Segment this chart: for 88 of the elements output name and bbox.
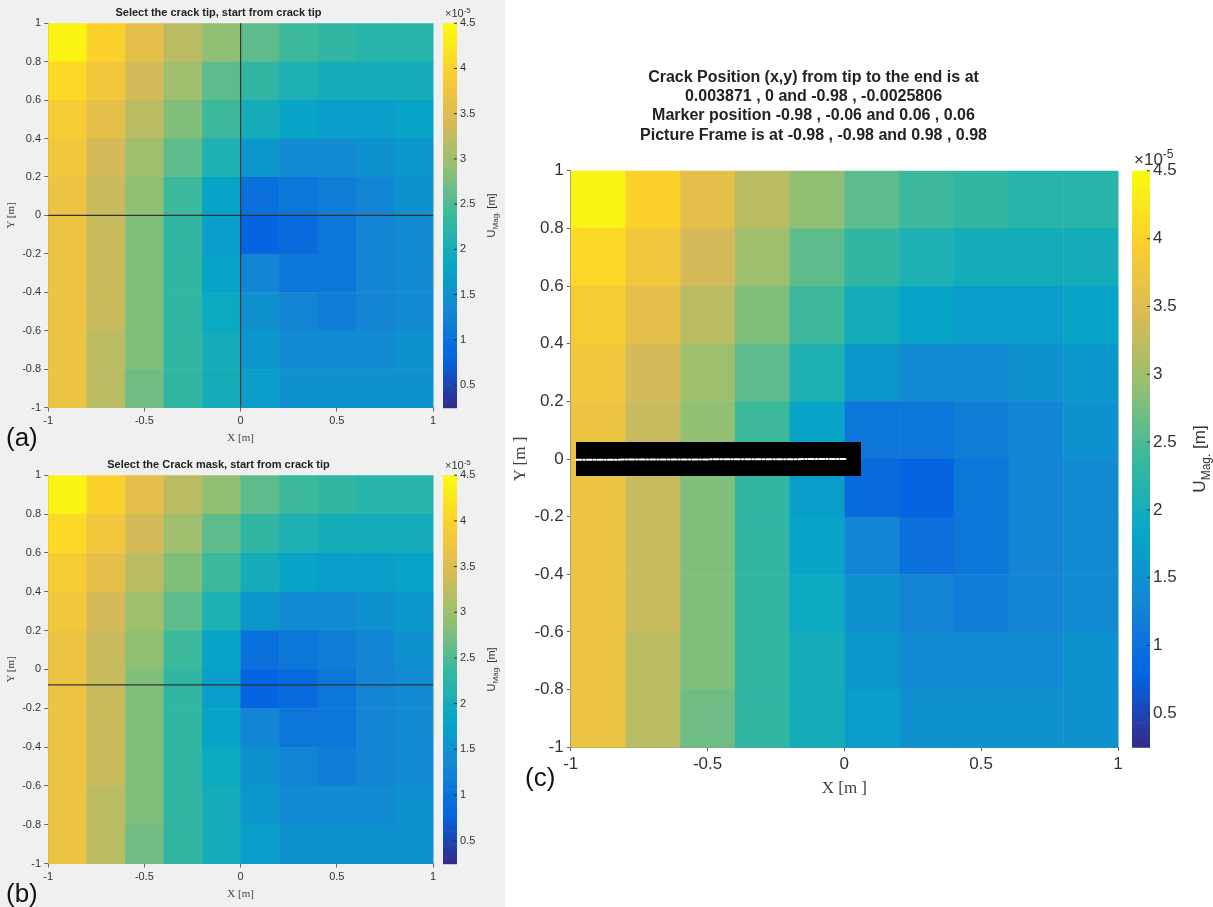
chart-title: Crack Position (x,y) from tip to the end is at 0.003871 , 0 and -0.98 , -0.0025806 Marker position -0.98 , -0.06 and 0.06 , 0.06 Picture Frame is at -0.98 , -0.98 and 0.98 , 0.98 bbox=[640, 68, 988, 143]
y-tick-label: 0.2 bbox=[25, 623, 42, 636]
color-bar-label: 3.5 bbox=[1153, 296, 1177, 316]
x-tick-label: 0 bbox=[237, 870, 244, 883]
y-tick-label: -1 bbox=[548, 736, 564, 756]
color-bar-label: 2 bbox=[1153, 499, 1163, 519]
color-bar-label: 3 bbox=[1153, 363, 1163, 383]
color-bar-label: 3 bbox=[460, 151, 467, 164]
y-tick-label: -0.8 bbox=[534, 679, 564, 699]
y-tick-label: -0.2 bbox=[22, 246, 42, 259]
y-tick-label: 0.4 bbox=[25, 131, 42, 144]
color-bar-label: 0.5 bbox=[460, 378, 476, 391]
y-tick-label: -0.4 bbox=[22, 285, 42, 298]
y-tick-label: 0.6 bbox=[25, 545, 42, 558]
x-axis-title: X [m ] bbox=[821, 778, 868, 798]
chart-title: Select the Crack mask, start from crack tip bbox=[107, 457, 331, 470]
y-tick-label: -0.4 bbox=[534, 563, 564, 583]
y-tick-label: 0.2 bbox=[540, 391, 564, 411]
y-tick-label: -1 bbox=[31, 400, 42, 413]
y-tick-label: 1 bbox=[35, 468, 42, 481]
y-tick-label: -0.4 bbox=[22, 740, 42, 753]
color-bar-label: 1.5 bbox=[1153, 567, 1177, 587]
x-tick-label: -0.5 bbox=[134, 870, 154, 883]
x-tick-label: -1 bbox=[43, 870, 54, 883]
y-tick-label: -0.2 bbox=[534, 506, 564, 526]
y-tick-label: -1 bbox=[31, 856, 42, 869]
color-bar-label: 4 bbox=[1153, 228, 1163, 248]
y-tick-label: -0.8 bbox=[22, 362, 42, 375]
y-tick-label: 0.8 bbox=[25, 54, 42, 67]
y-tick-label: 1 bbox=[35, 16, 42, 29]
y-tick-label: 0.4 bbox=[540, 333, 564, 353]
text: (a) bbox=[6, 422, 38, 453]
color-bar-label: 4 bbox=[460, 513, 467, 526]
text: (b) bbox=[6, 878, 38, 907]
chart-title: Select the crack tip, start from crack tip bbox=[115, 5, 322, 18]
x-axis-title: X [m] bbox=[227, 431, 254, 444]
color-bar-title: UMag. [m] bbox=[1190, 425, 1213, 493]
x-tick-label: 0.5 bbox=[969, 754, 993, 774]
x-tick-label: 0.5 bbox=[329, 414, 345, 427]
color-bar-label: 1 bbox=[460, 788, 467, 801]
color-bar-label: 1.5 bbox=[460, 742, 476, 755]
color-bar-label: 2.5 bbox=[460, 197, 476, 210]
text: (c) bbox=[525, 762, 556, 793]
y-axis-title: Y [m] bbox=[4, 656, 17, 683]
color-bar-label: 3.5 bbox=[460, 106, 476, 119]
y-axis-title: Y [m] bbox=[4, 202, 17, 229]
color-bar-label: 2.5 bbox=[1153, 431, 1177, 451]
y-tick-label: 0.4 bbox=[25, 584, 42, 597]
color-bar-label: 0.5 bbox=[460, 833, 476, 846]
color-bar-label: 2.5 bbox=[460, 651, 476, 664]
y-tick-label: -0.6 bbox=[22, 323, 42, 336]
color-bar-label: 4.5 bbox=[460, 468, 476, 481]
color-bar-title: UMag. [m] bbox=[485, 647, 501, 692]
y-tick-label: -0.8 bbox=[22, 817, 42, 830]
y-tick-label: 0.8 bbox=[25, 507, 42, 520]
y-tick-label: 1 bbox=[554, 160, 564, 180]
color-bar-label: 1 bbox=[460, 332, 467, 345]
x-tick-label: 0 bbox=[839, 754, 850, 774]
color-bar-label: 3 bbox=[460, 605, 467, 618]
x-tick-label: -0.5 bbox=[134, 414, 154, 427]
color-bar-label: 1 bbox=[1153, 635, 1163, 655]
x-tick-label: 1 bbox=[429, 870, 437, 883]
y-tick-label: 0 bbox=[35, 662, 42, 675]
color-bar-label: 4 bbox=[460, 61, 467, 74]
x-tick-label: 0 bbox=[237, 414, 244, 427]
y-tick-label: 0.6 bbox=[25, 93, 42, 106]
y-tick-label: -0.6 bbox=[534, 621, 564, 641]
y-tick-label: 0 bbox=[554, 448, 564, 468]
y-tick-label: 0.2 bbox=[25, 169, 42, 182]
color-bar-label: 4.5 bbox=[460, 16, 476, 29]
x-tick-label: 0.5 bbox=[329, 870, 345, 883]
color-bar-label: 1.5 bbox=[460, 287, 476, 300]
y-tick-label: 0.6 bbox=[540, 275, 564, 295]
y-tick-label: -0.6 bbox=[22, 778, 42, 791]
x-tick-label: -0.5 bbox=[692, 754, 723, 774]
y-tick-label: 0 bbox=[35, 208, 42, 221]
color-bar-label: 2 bbox=[460, 242, 467, 255]
color-bar-label: 3.5 bbox=[460, 559, 476, 572]
y-axis-title: Y [m ] bbox=[509, 436, 529, 482]
y-tick-label: 0.8 bbox=[540, 218, 564, 238]
x-tick-label: 1 bbox=[1113, 754, 1123, 774]
x-tick-label: -1 bbox=[43, 414, 54, 427]
color-bar-title: UMag. [m] bbox=[485, 193, 501, 238]
x-axis-title: X [m] bbox=[227, 887, 254, 900]
x-tick-label: 1 bbox=[429, 414, 437, 427]
color-bar-label: 0.5 bbox=[1153, 702, 1177, 722]
color-bar-label: 2 bbox=[460, 696, 467, 709]
y-tick-label: -0.2 bbox=[22, 701, 42, 714]
